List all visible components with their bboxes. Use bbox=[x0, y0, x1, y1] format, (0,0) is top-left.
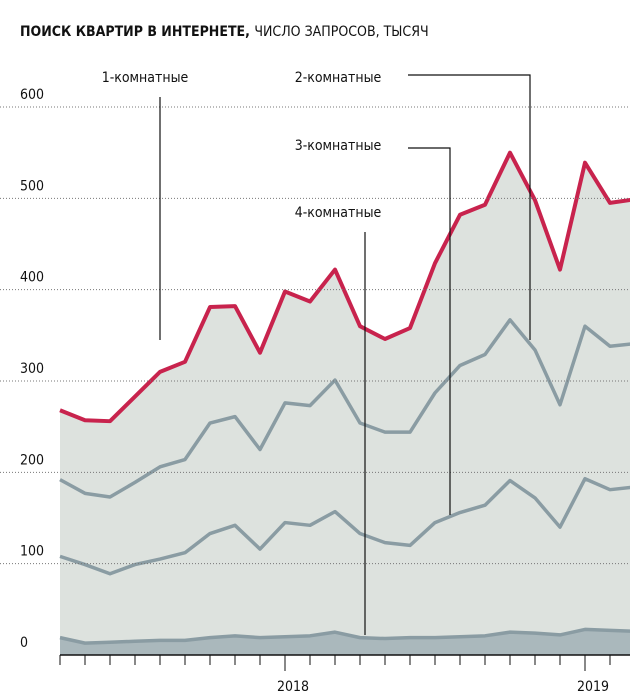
pointer-line bbox=[408, 147, 451, 515]
pointer-line bbox=[408, 74, 531, 340]
series-label: 3-комнатные bbox=[295, 138, 382, 154]
x-tick-label: 2019 bbox=[577, 679, 609, 695]
chart-title: ПОИСК КВАРТИР В ИНТЕРНЕТЕ, ЧИСЛО ЗАПРОСО… bbox=[20, 24, 429, 40]
x-tick-label: 2018 bbox=[277, 679, 309, 695]
area bbox=[60, 152, 630, 655]
series-label: 4-комнатные bbox=[295, 205, 382, 221]
y-tick-label: 200 bbox=[20, 452, 44, 468]
y-tick-label: 400 bbox=[20, 270, 44, 286]
y-tick-label: 600 bbox=[20, 87, 44, 103]
y-tick-label: 0 bbox=[20, 635, 28, 651]
series-line bbox=[59, 150, 630, 424]
plot bbox=[59, 150, 630, 655]
series-line bbox=[59, 318, 630, 499]
series-label: 1-комнатные bbox=[102, 70, 189, 86]
series-line bbox=[59, 627, 630, 645]
y-tick-label: 500 bbox=[20, 178, 44, 194]
series-line bbox=[59, 476, 630, 576]
series-label: 2-комнатные bbox=[295, 70, 382, 86]
y-tick-label: 300 bbox=[20, 361, 44, 377]
y-tick-label: 100 bbox=[20, 544, 44, 560]
subtitle: ЧИСЛО ЗАПРОСОВ, ТЫСЯЧ bbox=[254, 24, 428, 40]
title: ПОИСК КВАРТИР В ИНТЕРНЕТЕ, bbox=[20, 24, 250, 40]
